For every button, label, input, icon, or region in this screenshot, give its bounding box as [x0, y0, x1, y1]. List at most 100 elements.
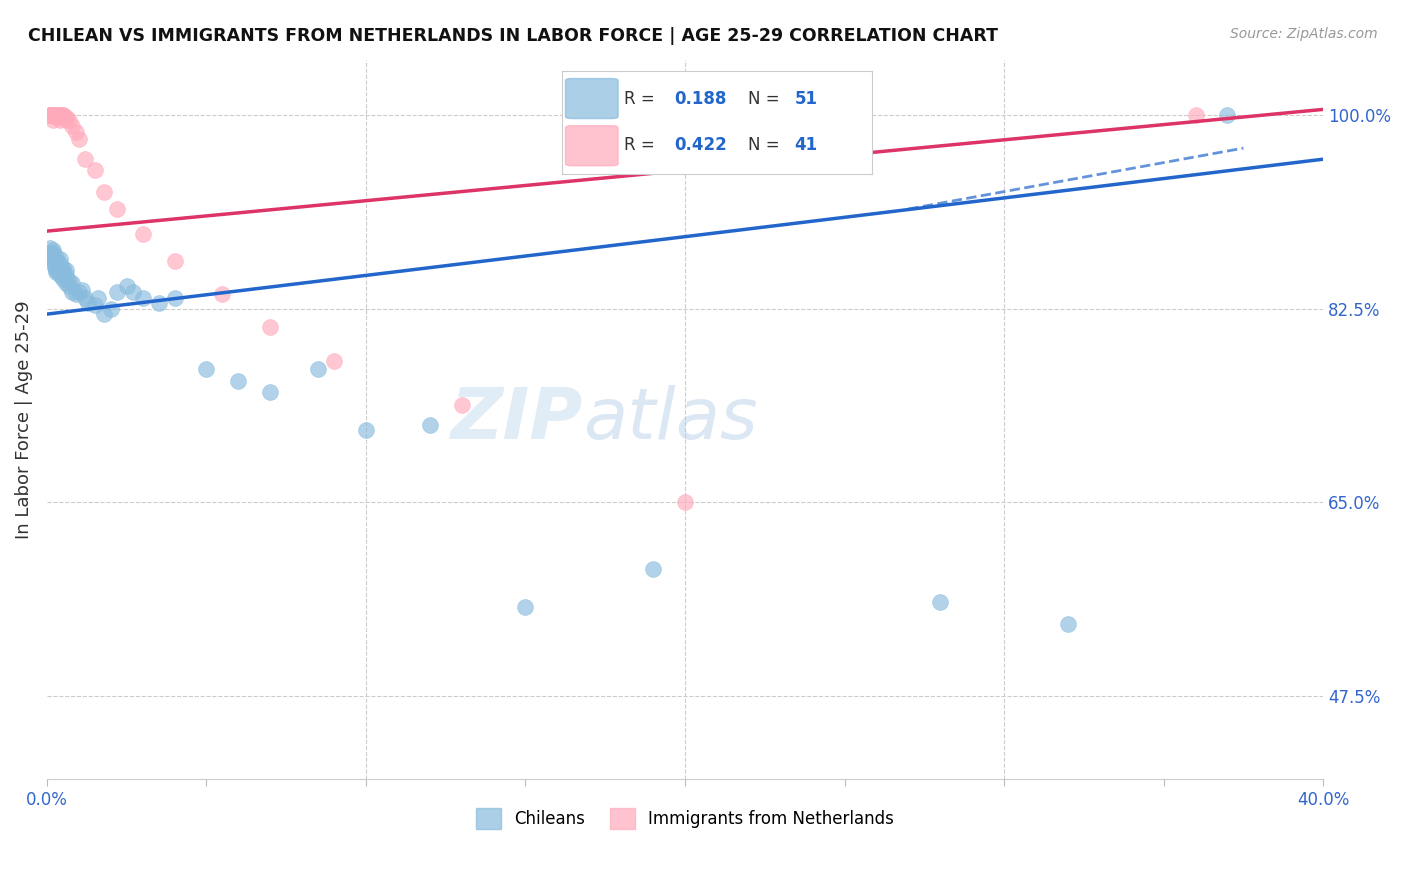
Point: [39, 108, 62, 122]
Point: [58, 279, 80, 293]
Point: [45, 108, 67, 122]
Text: R =: R =: [624, 89, 661, 108]
Point: [228, 374, 250, 388]
Point: [93, 186, 115, 200]
Point: [52, 110, 75, 124]
Point: [39, 108, 62, 122]
Point: [39, 252, 62, 266]
Point: [55, 276, 77, 290]
Point: [55, 110, 77, 124]
Point: [93, 307, 115, 321]
Point: [75, 291, 97, 305]
Point: [48, 257, 70, 271]
Point: [195, 362, 218, 376]
Point: [45, 265, 67, 279]
Point: [42, 252, 65, 266]
Point: [58, 113, 80, 128]
Point: [42, 108, 65, 122]
Point: [515, 600, 537, 615]
Point: [45, 108, 67, 122]
Text: 51: 51: [794, 89, 817, 108]
Point: [65, 124, 87, 138]
Point: [39, 108, 62, 122]
FancyBboxPatch shape: [565, 78, 619, 119]
Point: [354, 423, 377, 437]
Point: [122, 285, 145, 299]
Point: [87, 291, 110, 305]
Point: [105, 285, 128, 299]
Point: [83, 163, 105, 178]
Point: [42, 108, 65, 122]
Text: R =: R =: [624, 136, 661, 153]
Point: [42, 108, 65, 122]
Point: [67, 285, 90, 299]
Point: [52, 260, 75, 275]
Point: [52, 108, 75, 122]
Point: [65, 287, 87, 301]
Point: [39, 241, 62, 255]
Point: [39, 246, 62, 260]
Point: [62, 285, 84, 299]
Point: [259, 320, 281, 334]
Point: [42, 108, 65, 122]
Point: [45, 254, 67, 268]
Point: [163, 291, 186, 305]
Point: [45, 110, 67, 124]
Text: N =: N =: [748, 136, 785, 153]
Point: [148, 296, 170, 310]
Point: [673, 495, 696, 509]
Point: [45, 250, 67, 264]
Point: [52, 271, 75, 285]
FancyBboxPatch shape: [565, 126, 619, 166]
Point: [52, 265, 75, 279]
Point: [55, 113, 77, 128]
Point: [42, 108, 65, 122]
Point: [45, 260, 67, 275]
Point: [42, 257, 65, 271]
Y-axis label: In Labor Force | Age 25-29: In Labor Force | Age 25-29: [15, 300, 32, 539]
Text: ZIP: ZIP: [451, 384, 583, 454]
Text: atlas: atlas: [583, 384, 758, 454]
Point: [450, 398, 472, 412]
Point: [55, 268, 77, 283]
Point: [323, 353, 346, 368]
Point: [1184, 108, 1206, 122]
Point: [75, 152, 97, 166]
Point: [163, 254, 186, 268]
Point: [45, 108, 67, 122]
Point: [115, 279, 138, 293]
Text: N =: N =: [748, 89, 785, 108]
Point: [307, 362, 329, 376]
Point: [929, 595, 952, 609]
Point: [42, 246, 65, 260]
Point: [48, 113, 70, 128]
Point: [419, 417, 441, 432]
Text: CHILEAN VS IMMIGRANTS FROM NETHERLANDS IN LABOR FORCE | AGE 25-29 CORRELATION CH: CHILEAN VS IMMIGRANTS FROM NETHERLANDS I…: [28, 27, 998, 45]
Point: [45, 108, 67, 122]
Point: [55, 263, 77, 277]
Point: [42, 108, 65, 122]
Point: [259, 384, 281, 399]
Point: [48, 252, 70, 266]
Point: [77, 296, 100, 310]
Point: [42, 243, 65, 257]
Point: [67, 132, 90, 146]
Point: [100, 301, 122, 316]
Point: [83, 298, 105, 312]
Point: [211, 287, 233, 301]
Point: [62, 276, 84, 290]
Text: 0.188: 0.188: [673, 89, 725, 108]
Point: [58, 274, 80, 288]
Point: [131, 291, 153, 305]
Point: [1216, 108, 1239, 122]
Point: [48, 108, 70, 122]
Point: [52, 108, 75, 122]
Text: 41: 41: [794, 136, 817, 153]
Point: [39, 108, 62, 122]
Point: [45, 108, 67, 122]
Point: [48, 108, 70, 122]
Legend: Chileans, Immigrants from Netherlands: Chileans, Immigrants from Netherlands: [470, 802, 901, 835]
Text: 0.422: 0.422: [673, 136, 727, 153]
Text: Source: ZipAtlas.com: Source: ZipAtlas.com: [1230, 27, 1378, 41]
Point: [45, 263, 67, 277]
